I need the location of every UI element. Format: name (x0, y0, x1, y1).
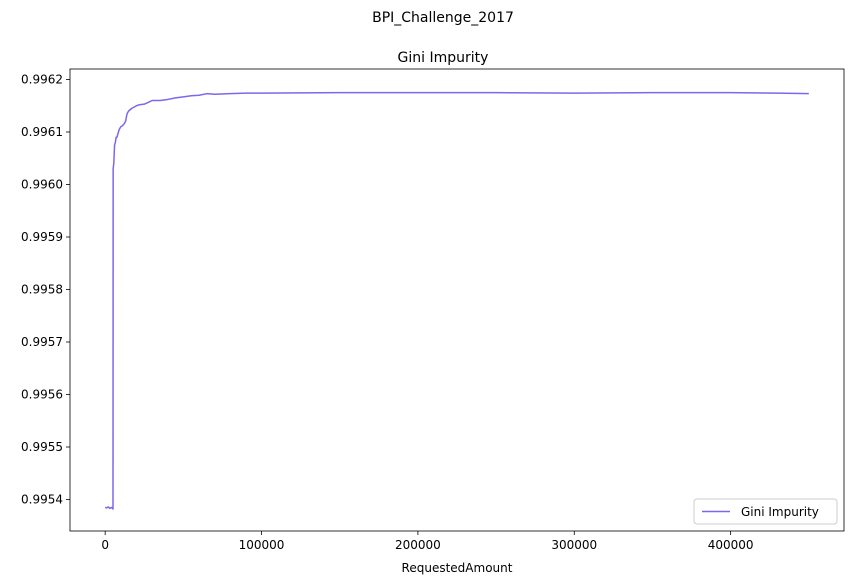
y-tick-label: 0.9961 (21, 125, 63, 139)
x-tick-label: 100000 (239, 538, 285, 552)
y-tick-label: 0.9956 (21, 388, 63, 402)
y-tick-label: 0.9959 (21, 230, 63, 244)
figure-suptitle: BPI_Challenge_2017 (372, 10, 514, 26)
x-tick-label: 200000 (395, 538, 441, 552)
chart-title: Gini Impurity (398, 50, 489, 66)
x-axis-ticks: 0 100000 200000 300000 400000 (101, 531, 754, 552)
x-tick-label: 0 (101, 538, 109, 552)
legend-box (693, 498, 838, 525)
legend: Gini Impurity (693, 498, 838, 525)
series-line-0 (104, 91, 809, 510)
y-axis-ticks: 0.9954 0.9955 0.9956 0.9957 0.9958 0.9959 0.99… (21, 73, 70, 507)
y-tick-label: 0.9958 (21, 283, 63, 297)
y-tick-label: 0.9957 (21, 335, 63, 349)
x-tick-label: 300000 (551, 538, 597, 552)
y-tick-label: 0.9962 (21, 73, 63, 87)
y-tick-label: 0.9954 (21, 493, 63, 507)
legend-label: Gini Impurity (741, 505, 819, 519)
x-axis-label: RequestedAmount (402, 561, 513, 575)
plot-area (104, 91, 809, 510)
y-tick-label: 0.9960 (21, 178, 63, 192)
y-tick-label: 0.9955 (21, 440, 63, 454)
axes-frame (69, 68, 845, 532)
x-tick-label: 400000 (708, 538, 754, 552)
